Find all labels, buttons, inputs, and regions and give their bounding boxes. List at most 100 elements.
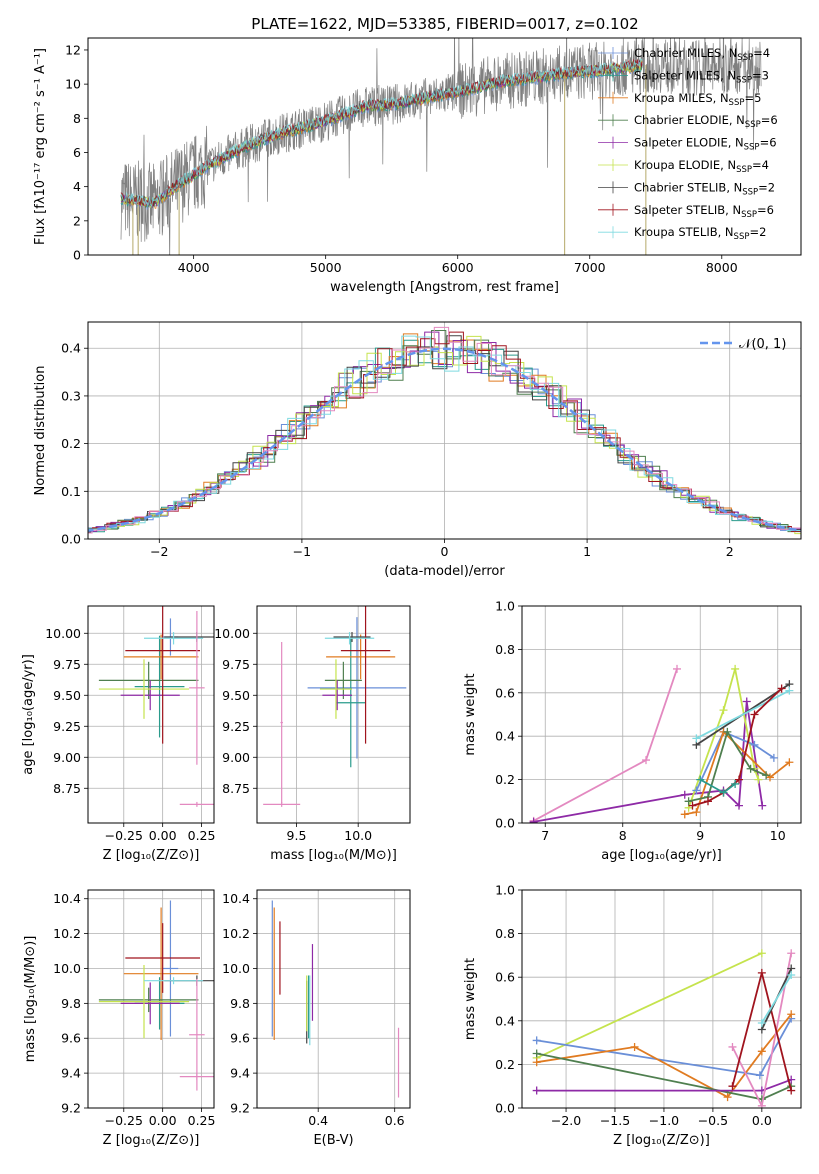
x-axis-label: E(B-V) bbox=[313, 1133, 353, 1148]
y-tick-label: 2 bbox=[73, 213, 81, 228]
y-axis-label: mass weight bbox=[463, 673, 478, 755]
y-tick-label: 9.2 bbox=[61, 1101, 81, 1116]
y-tick-label: 0.8 bbox=[495, 642, 515, 657]
legend-subscript: SSP bbox=[745, 120, 761, 130]
y-tick-label: 9.4 bbox=[61, 1066, 81, 1081]
x-axis-label: (data-model)/error bbox=[384, 564, 505, 579]
y-tick-label: 9.25 bbox=[53, 719, 81, 734]
x-tick-label: 5000 bbox=[310, 260, 342, 275]
x-tick-label: −1 bbox=[293, 544, 311, 559]
x-tick-label: 8 bbox=[619, 828, 627, 843]
plot-area bbox=[272, 900, 398, 1097]
mass-weight-point bbox=[533, 1087, 541, 1095]
y-tick-label: 9.50 bbox=[222, 688, 250, 703]
y-axis-label: Flux [fλ10⁻¹⁷ erg cm⁻² s⁻¹ A⁻¹] bbox=[33, 48, 48, 245]
legend-text: Chabrier STELIB, N bbox=[634, 180, 742, 194]
x-tick-label: 10 bbox=[770, 828, 786, 843]
legend-text-tail: =6 bbox=[760, 136, 777, 150]
y-tick-label: 10.0 bbox=[222, 961, 250, 976]
mass-weight-point bbox=[631, 1043, 639, 1051]
legend-text-tail: =2 bbox=[758, 180, 775, 194]
y-tick-label: 1.0 bbox=[495, 599, 515, 614]
histogram-step-line bbox=[78, 327, 819, 533]
legend-text: Salpeter MILES, N bbox=[634, 68, 736, 82]
x-tick-label: 9.5 bbox=[287, 828, 307, 843]
y-tick-label: 9.6 bbox=[61, 1031, 81, 1046]
x-tick-label: 7000 bbox=[574, 260, 606, 275]
x-tick-label: −1.0 bbox=[649, 1113, 679, 1128]
mass-weight-point bbox=[673, 665, 681, 673]
mass-weight-point bbox=[681, 791, 689, 799]
y-tick-label: 0.1 bbox=[61, 484, 81, 499]
legend-entry-label: Kroupa STELIB, NSSP=2 bbox=[634, 225, 766, 242]
x-axis-label: Z [log₁₀(Z/Z⊙)] bbox=[613, 1133, 710, 1148]
y-tick-label: 4 bbox=[73, 179, 81, 194]
legend-subscript: SSP bbox=[737, 53, 753, 63]
y-tick-label: 9.00 bbox=[222, 750, 250, 765]
model-fit-line bbox=[121, 61, 642, 208]
plot-area bbox=[68, 327, 819, 534]
figure-title: PLATE=1622, MJD=53385, FIBERID=0017, z=0… bbox=[251, 15, 638, 33]
mass-weight-point bbox=[758, 802, 766, 810]
plot-area bbox=[99, 900, 230, 1090]
mass-weight-point bbox=[758, 949, 766, 957]
x-tick-label: 7 bbox=[541, 828, 549, 843]
plot-area bbox=[99, 558, 230, 807]
y-tick-label: 8.75 bbox=[222, 781, 250, 796]
x-tick-label: 0.25 bbox=[188, 828, 216, 843]
legend-subscript: SSP bbox=[744, 143, 760, 153]
x-axis-label: age [log₁₀(age/yr)] bbox=[601, 848, 722, 863]
x-axis-label: Z [log₁₀(Z/Z⊙)] bbox=[103, 1133, 200, 1148]
x-tick-label: 4000 bbox=[178, 260, 210, 275]
y-tick-label: 1.0 bbox=[495, 883, 515, 898]
y-tick-label: 9.6 bbox=[230, 1031, 250, 1046]
y-tick-label: 9.75 bbox=[222, 657, 250, 672]
legend-entry-label: Kroupa MILES, NSSP=5 bbox=[634, 91, 761, 108]
y-tick-label: 0.6 bbox=[495, 970, 515, 985]
legend-entry-label: Chabrier ELODIE, NSSP=6 bbox=[634, 113, 778, 130]
legend-subscript: SSP bbox=[729, 98, 745, 108]
mass-weight-point bbox=[692, 808, 700, 816]
mass-weight-point bbox=[533, 1058, 541, 1066]
y-tick-label: 0.2 bbox=[61, 436, 81, 451]
model-fit-line bbox=[121, 60, 642, 207]
legend-text: Kroupa ELODIE, N bbox=[634, 158, 736, 172]
y-tick-label: 9.2 bbox=[230, 1101, 250, 1116]
x-tick-label: 0.4 bbox=[308, 1113, 328, 1128]
x-axis-label: mass [log₁₀(M/M⊙)] bbox=[270, 848, 397, 863]
plot-area bbox=[263, 558, 406, 807]
legend-text: Chabrier ELODIE, N bbox=[634, 113, 745, 127]
y-axis-label: mass [log₁₀(M/M⊙)] bbox=[23, 936, 38, 1063]
mass-weight-point bbox=[785, 687, 793, 695]
y-tick-label: 0 bbox=[73, 248, 81, 263]
legend-subscript: SSP bbox=[736, 165, 752, 175]
mass-weight-point bbox=[756, 1071, 764, 1079]
legend-entry-label: Kroupa ELODIE, NSSP=4 bbox=[634, 158, 769, 175]
x-axis-label: wavelength [Angstrom, rest frame] bbox=[330, 280, 559, 295]
legend-text-tail: =5 bbox=[744, 91, 761, 105]
x-tick-label: 9 bbox=[696, 828, 704, 843]
mass-weight-series-line bbox=[696, 691, 789, 739]
legend-text: Salpeter ELODIE, N bbox=[634, 136, 744, 150]
x-tick-label: 1 bbox=[583, 544, 591, 559]
model-fit-line bbox=[121, 63, 642, 210]
y-tick-label: 9.00 bbox=[53, 750, 81, 765]
y-tick-label: 8.75 bbox=[53, 781, 81, 796]
x-tick-label: −0.25 bbox=[105, 1113, 143, 1128]
y-tick-label: 9.8 bbox=[61, 996, 81, 1011]
y-tick-label: 10.2 bbox=[222, 926, 250, 941]
y-tick-label: 0.4 bbox=[61, 341, 81, 356]
y-tick-label: 9.50 bbox=[53, 688, 81, 703]
mass-weight-series-line bbox=[534, 702, 763, 822]
mass-weight-point bbox=[728, 1043, 736, 1051]
model-fit-line bbox=[121, 63, 642, 207]
legend-entry-label: Salpeter ELODIE, NSSP=6 bbox=[634, 136, 777, 153]
x-tick-label: 0.6 bbox=[385, 1113, 405, 1128]
legend-subscript: SSP bbox=[734, 232, 750, 242]
y-tick-label: 10 bbox=[65, 77, 81, 92]
legend-text-tail: =6 bbox=[757, 203, 774, 217]
